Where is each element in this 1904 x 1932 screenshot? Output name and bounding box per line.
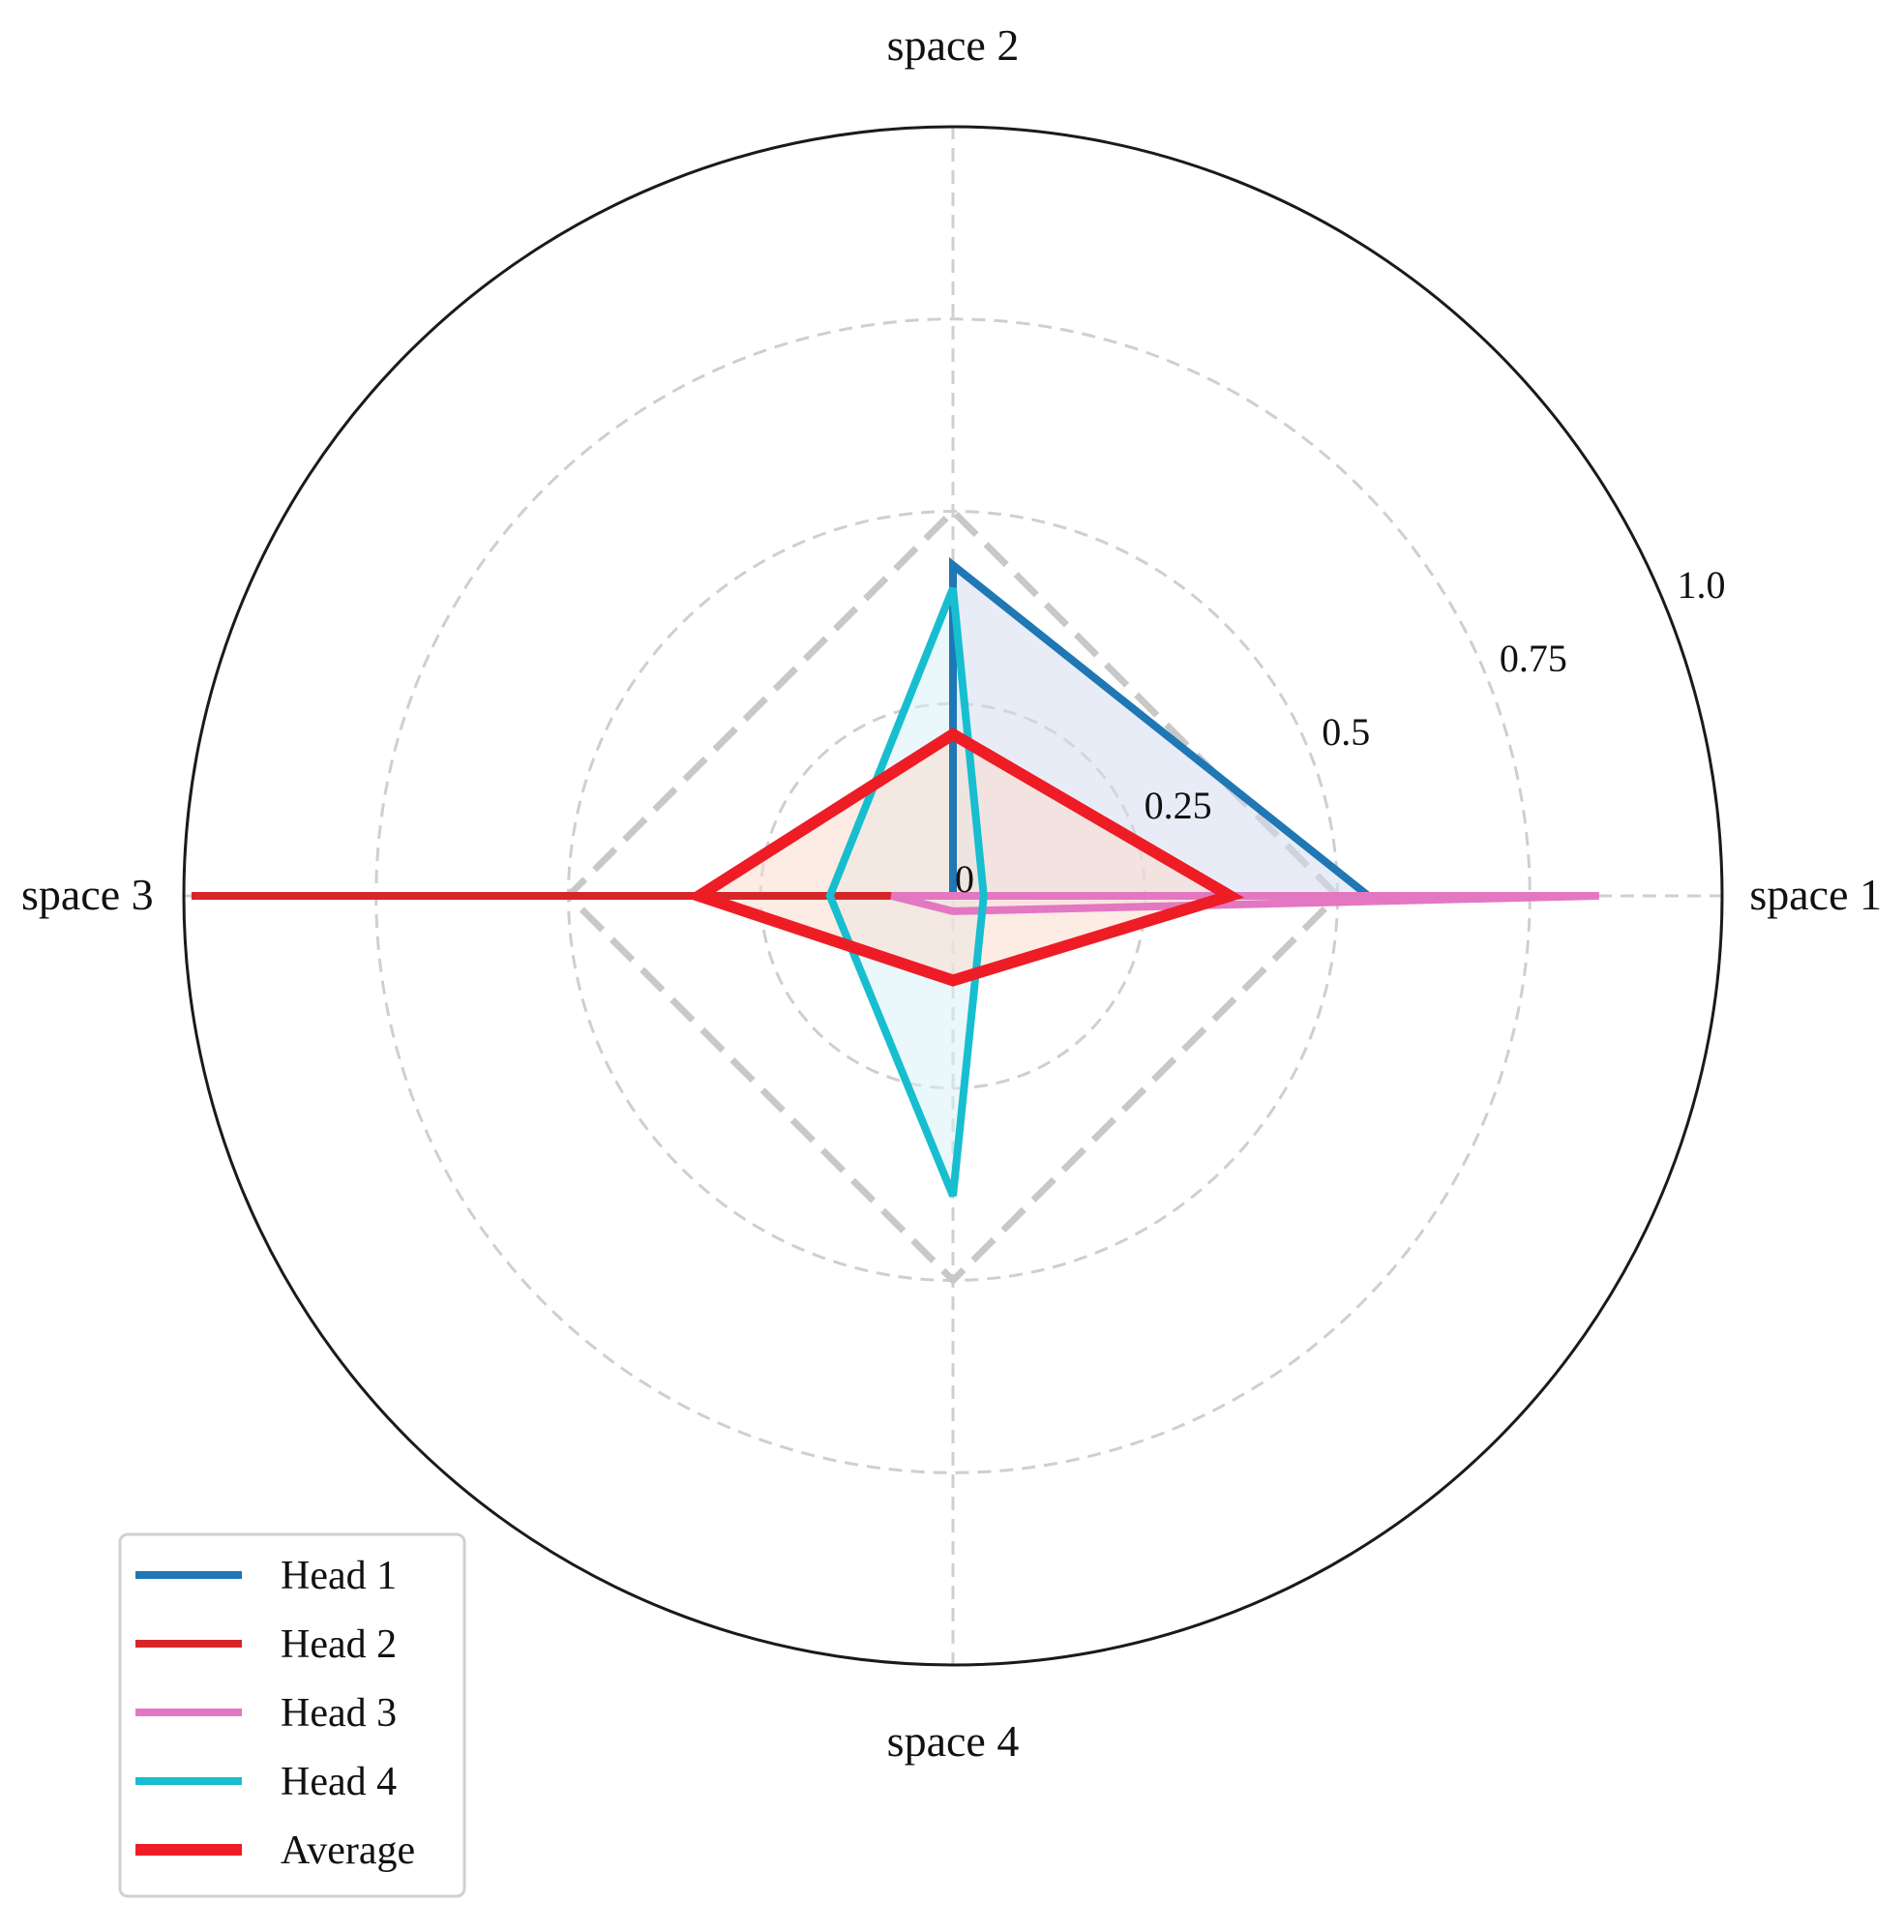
legend-label-1: Head 1 — [281, 1554, 397, 1598]
axis-labels: space 1 space 2 space 3 space 4 — [21, 20, 1882, 1766]
legend-box — [118, 1532, 466, 1898]
legend-label-2: Head 2 — [281, 1622, 397, 1667]
legend-label-4: Head 4 — [281, 1760, 397, 1804]
radial-tick-label-3: 0.75 — [1500, 637, 1567, 680]
outer-ring — [182, 125, 1724, 1667]
radial-tick-label-2: 0.5 — [1322, 710, 1370, 754]
axis-label-2: space 2 — [887, 20, 1020, 70]
series-line-3 — [890, 892, 1599, 915]
series-layer — [191, 556, 1599, 1198]
radial-tick-label-0: 0 — [955, 857, 974, 901]
axis-label-1: space 1 — [1749, 870, 1882, 919]
axis-label-3: space 3 — [21, 870, 154, 919]
series-line-5 — [685, 728, 1245, 987]
radial-tick-label-4: 1.0 — [1677, 563, 1725, 607]
axis-label-4: space 4 — [887, 1716, 1020, 1766]
series-line-4 — [825, 586, 988, 1198]
legend-label-3: Head 3 — [281, 1691, 397, 1736]
radial-tick-label-1: 0.25 — [1145, 784, 1212, 827]
radial-tick-labels: 0 0.25 0.5 0.75 1.0 — [955, 563, 1725, 901]
series-fill-5 — [699, 734, 1231, 981]
legend-label-5: Average — [281, 1828, 415, 1873]
legend: Head 1 Head 2 Head 3 Head 4 Average — [118, 1532, 466, 1898]
